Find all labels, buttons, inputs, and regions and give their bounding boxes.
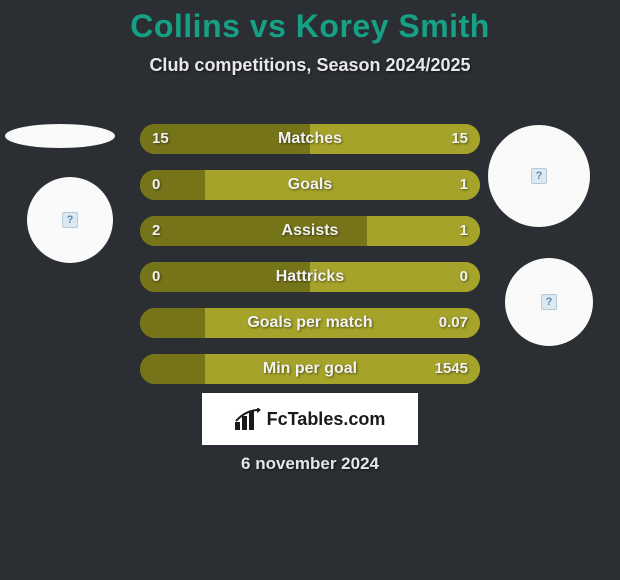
deco-circle-left: ?	[27, 177, 113, 263]
deco-circle-right-1: ?	[488, 125, 590, 227]
stat-label: Assists	[140, 216, 480, 246]
stat-label: Hattricks	[140, 262, 480, 292]
stat-row: 2Assists1	[140, 216, 480, 246]
deco-ellipse-left	[5, 124, 115, 148]
stat-row: 15Matches15	[140, 124, 480, 154]
stat-row: 0Hattricks0	[140, 262, 480, 292]
stat-label: Goals per match	[140, 308, 480, 338]
stat-row: Min per goal1545	[140, 354, 480, 384]
page-subtitle: Club competitions, Season 2024/2025	[0, 55, 620, 76]
stat-value-right: 1	[460, 216, 468, 246]
stat-value-right: 1	[460, 170, 468, 200]
placeholder-icon: ?	[531, 168, 547, 184]
page-title: Collins vs Korey Smith	[0, 0, 620, 45]
watermark-text: FcTables.com	[267, 409, 386, 430]
stat-row: Goals per match0.07	[140, 308, 480, 338]
placeholder-icon: ?	[62, 212, 78, 228]
watermark: FcTables.com	[202, 393, 418, 445]
stat-label: Min per goal	[140, 354, 480, 384]
placeholder-icon: ?	[541, 294, 557, 310]
deco-circle-right-2: ?	[505, 258, 593, 346]
stat-value-right: 0.07	[439, 308, 468, 338]
stat-label: Matches	[140, 124, 480, 154]
date-label: 6 november 2024	[0, 454, 620, 474]
stat-row: 0Goals1	[140, 170, 480, 200]
stat-label: Goals	[140, 170, 480, 200]
stat-value-right: 0	[460, 262, 468, 292]
stat-value-right: 15	[451, 124, 468, 154]
stat-value-right: 1545	[435, 354, 468, 384]
fctables-logo-icon	[235, 408, 261, 430]
stats-bars: 15Matches150Goals12Assists10Hattricks0Go…	[140, 124, 480, 400]
